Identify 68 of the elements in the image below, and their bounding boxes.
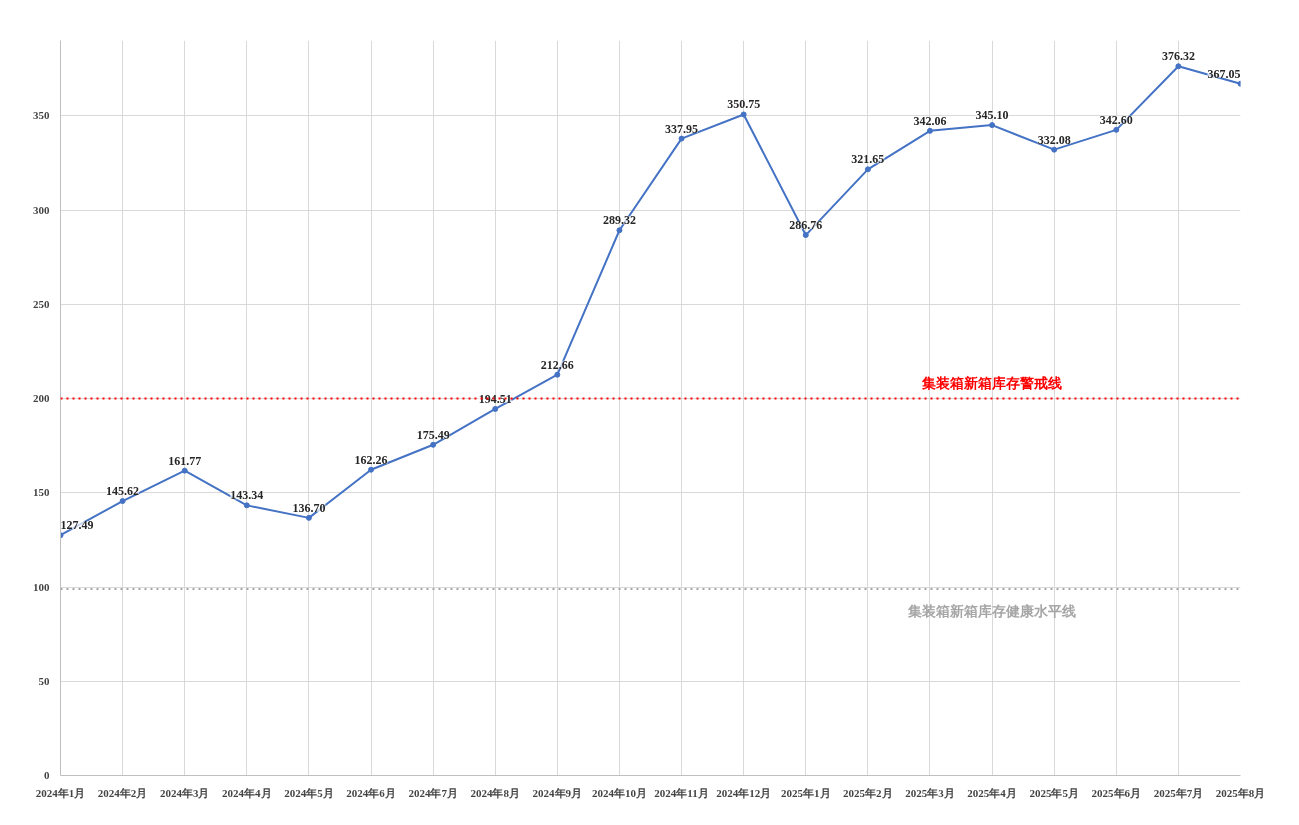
text: 143.34 (230, 488, 264, 503)
x-tick-label: 2024年11月 (654, 786, 709, 799)
point (368, 466, 375, 473)
x-tick-label: 2024年7月 (408, 786, 458, 799)
text: 136.70 (292, 500, 326, 515)
text: 345.10 (975, 108, 1009, 123)
text: 162.26 (354, 452, 388, 467)
text: 350.75 (727, 97, 761, 112)
text: 376.32 (1161, 49, 1195, 64)
point (1175, 63, 1182, 70)
x-tick-label: 2024年3月 (159, 786, 210, 799)
ref-line-label: 集装箱新箱库存警戒线 (921, 374, 1063, 391)
point (989, 122, 996, 129)
x-tick-label: 2024年1月 (35, 786, 86, 799)
point (1113, 126, 1120, 133)
text: 289.32 (602, 213, 636, 228)
y-tick-label: 350 (33, 109, 50, 122)
text: 194.51 (478, 391, 512, 406)
y-tick-label: 100 (33, 580, 50, 593)
text: 367.05 (1207, 66, 1241, 81)
text: 127.49 (60, 518, 94, 533)
point (430, 441, 437, 448)
point (554, 371, 561, 378)
point (492, 405, 499, 412)
text: 212.66 (540, 357, 574, 372)
x-tick-label: 2024年12月 (716, 786, 772, 799)
point (243, 502, 250, 509)
point (740, 111, 747, 118)
y-tick-label: 50 (38, 674, 50, 687)
point (1051, 146, 1058, 153)
text: 332.08 (1037, 132, 1071, 147)
x-tick-label: 2024年6月 (346, 786, 396, 799)
x-tick-label: 2024年2月 (97, 786, 148, 799)
x-tick-label: 2025年5月 (1029, 786, 1079, 799)
x-tick-label: 2024年4月 (222, 786, 272, 799)
y-tick-label: 250 (33, 297, 50, 310)
x-tick-label: 2025年2月 (843, 786, 893, 799)
text: 175.49 (416, 427, 450, 442)
text: 145.62 (106, 484, 140, 499)
x-tick-label: 2025年3月 (905, 786, 955, 799)
text: 286.76 (789, 218, 823, 233)
point (864, 166, 871, 173)
y-tick-label: 0 (44, 769, 50, 781)
x-tick-label: 2025年7月 (1153, 786, 1204, 799)
point (181, 467, 188, 474)
point (926, 127, 933, 134)
text: 342.60 (1099, 112, 1133, 127)
x-tick-label: 2024年10月 (591, 786, 647, 799)
x-tick-label: 2025年1月 (781, 786, 831, 799)
text: 337.95 (665, 121, 699, 136)
x-tick-label: 2025年6月 (1091, 786, 1142, 799)
x-tick-label: 2024年8月 (470, 786, 520, 799)
x-tick-label: 2025年8月 (1215, 786, 1266, 799)
point (305, 514, 312, 521)
text: 161.77 (168, 453, 202, 468)
y-tick-label: 200 (33, 392, 50, 405)
x-tick-label: 2024年9月 (532, 786, 583, 799)
point (802, 232, 809, 239)
x-tick-label: 2024年5月 (284, 786, 334, 799)
text: 321.65 (851, 152, 885, 167)
y-tick-label: 300 (33, 203, 50, 216)
ref-line-label: 集装箱新箱库存健康水平线 (907, 602, 1077, 619)
text: 342.06 (913, 113, 947, 128)
point (678, 135, 685, 142)
point (119, 498, 126, 505)
x-tick-label: 2025年4月 (967, 786, 1017, 799)
point (616, 227, 623, 234)
y-tick-label: 150 (33, 486, 50, 499)
